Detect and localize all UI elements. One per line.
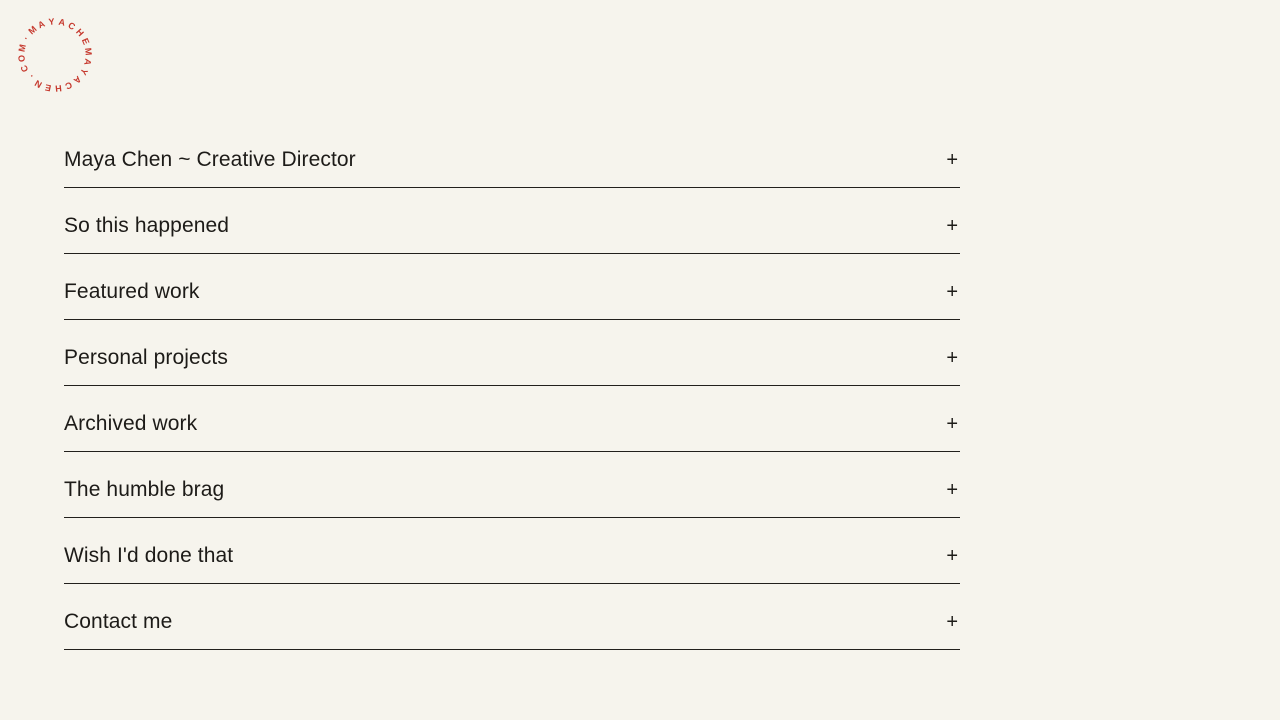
accordion-item[interactable]: Contact me + <box>64 584 960 650</box>
accordion-item-label: Personal projects <box>64 346 228 369</box>
logo-letter: N <box>32 78 44 90</box>
logo-letter: A <box>57 16 67 28</box>
accordion-item-label: Archived work <box>64 412 198 435</box>
logo-letter: A <box>82 57 94 67</box>
accordion-item[interactable]: Archived work + <box>64 386 960 452</box>
plus-icon[interactable]: + <box>946 479 958 501</box>
accordion-item[interactable]: So this happened + <box>64 188 960 254</box>
logo-letter: O <box>16 54 28 63</box>
accordion-item[interactable]: Featured work + <box>64 254 960 320</box>
circular-logo[interactable]: M A Y A C H E M A Y A C H E N. C O M · <box>0 0 110 110</box>
logo-letter: C <box>66 20 78 32</box>
logo-letter: E <box>79 36 92 47</box>
logo-letter: H <box>74 26 86 39</box>
accordion-item-label: Contact me <box>64 610 173 633</box>
logo-letter: C <box>63 79 74 92</box>
accordion-item-label: The humble brag <box>64 478 225 501</box>
accordion-item[interactable]: Personal projects + <box>64 320 960 386</box>
accordion-item-label: So this happened <box>64 214 230 237</box>
accordion-menu: Maya Chen ~ Creative Director + So this … <box>64 122 960 650</box>
plus-icon[interactable]: + <box>946 611 958 633</box>
logo-letter: Y <box>78 66 90 77</box>
plus-icon[interactable]: + <box>946 149 958 171</box>
plus-icon[interactable]: + <box>946 413 958 435</box>
logo-letter: C <box>18 63 31 74</box>
accordion-item[interactable]: Maya Chen ~ Creative Director + <box>64 122 960 188</box>
plus-icon[interactable]: + <box>946 545 958 567</box>
accordion-item[interactable]: The humble brag + <box>64 452 960 518</box>
accordion-item-label: Featured work <box>64 280 200 303</box>
plus-icon[interactable]: + <box>946 281 958 303</box>
accordion-item-label: Wish I'd done that <box>64 544 234 567</box>
accordion-item-label: Maya Chen ~ Creative Director <box>64 148 356 171</box>
logo-letter: M <box>82 47 94 56</box>
logo-letter: H <box>54 83 63 94</box>
logo-letter: A <box>36 18 47 31</box>
logo-letter: . <box>25 73 35 82</box>
logo-letter: M <box>16 43 28 53</box>
accordion-item[interactable]: Wish I'd done that + <box>64 518 960 584</box>
plus-icon[interactable]: + <box>946 215 958 237</box>
logo-letter: · <box>20 34 32 43</box>
plus-icon[interactable]: + <box>946 347 958 369</box>
logo-letter: E <box>44 82 53 94</box>
logo-letter: Y <box>47 16 56 27</box>
logo-letter: M <box>26 23 39 37</box>
logo-letter: A <box>71 74 84 86</box>
